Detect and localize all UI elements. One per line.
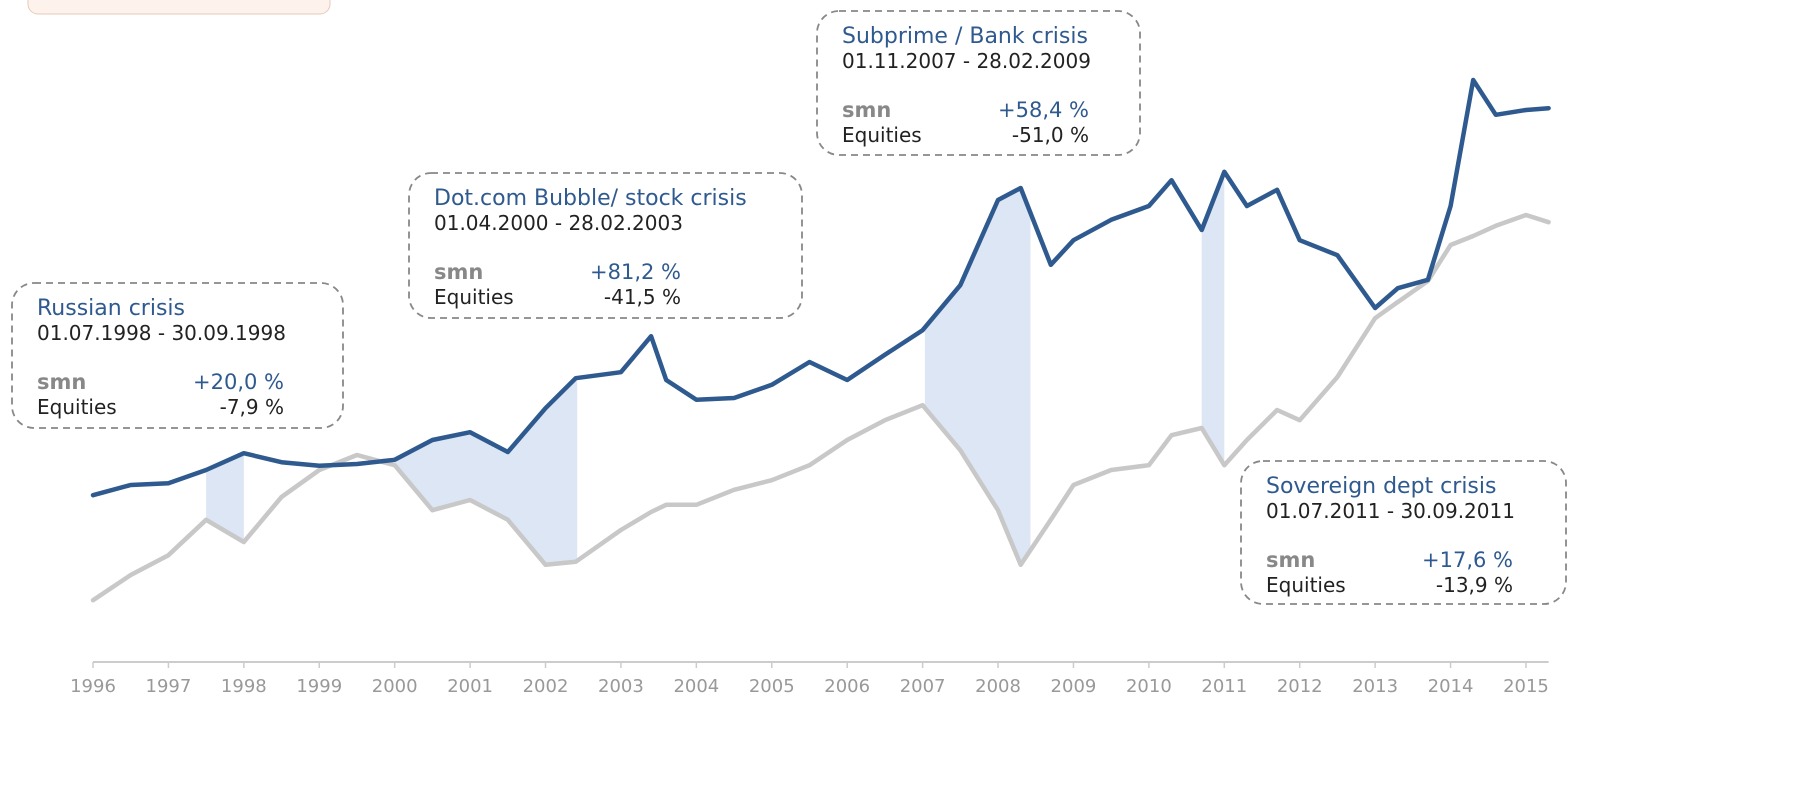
x-tick-label: 2006	[824, 676, 870, 697]
x-tick-label: 1996	[70, 676, 116, 697]
x-tick-label: 2015	[1503, 676, 1549, 697]
annotation-period: 01.07.2011 - 30.09.2011	[1266, 499, 1515, 523]
annotation-period: 01.07.1998 - 30.09.1998	[37, 321, 286, 345]
x-tick-label: 2011	[1201, 676, 1247, 697]
series-name: smn	[37, 370, 86, 394]
annotation-box	[816, 10, 1141, 156]
x-tick-label: 2013	[1352, 676, 1398, 697]
x-tick-label: 2014	[1428, 676, 1474, 697]
annotation-box	[1240, 460, 1567, 605]
smn-value: +17,6 %	[1422, 548, 1513, 572]
equities-value: -13,9 %	[1436, 573, 1513, 597]
series-name: Equities	[434, 285, 514, 309]
series-line	[90, 77, 1551, 498]
x-tick-label: 2005	[749, 676, 795, 697]
crisis-shade	[1201, 171, 1225, 466]
x-tick-label: 2001	[447, 676, 493, 697]
smn-value: +20,0 %	[193, 370, 284, 394]
annotation-period: 01.11.2007 - 28.02.2009	[842, 49, 1091, 73]
top-box	[27, 0, 331, 15]
x-tick-label: 2003	[598, 676, 644, 697]
equities-value: -41,5 %	[604, 285, 681, 309]
series-name: Equities	[1266, 573, 1346, 597]
annotation-title: Dot.com Bubble/ stock crisis	[434, 186, 747, 211]
series-name: Equities	[37, 395, 117, 419]
series-name: Equities	[842, 123, 922, 147]
annotation-title: Subprime / Bank crisis	[842, 24, 1088, 49]
x-tick-label: 2004	[673, 676, 719, 697]
crisis-shade	[924, 188, 1031, 565]
x-tick-label: 1999	[296, 676, 342, 697]
x-tick-label: 2008	[975, 676, 1021, 697]
annotation-title: Sovereign dept crisis	[1266, 474, 1496, 499]
x-tick-label: 2002	[523, 676, 569, 697]
annotation-period: 01.04.2000 - 28.02.2003	[434, 211, 683, 235]
x-tick-label: 1997	[146, 676, 192, 697]
x-tick-label: 2012	[1277, 676, 1323, 697]
x-tick-label: 2007	[900, 676, 946, 697]
series-name: smn	[842, 98, 891, 122]
annotation-box	[11, 282, 344, 429]
annotation-box	[408, 172, 803, 319]
x-tick-label: 1998	[221, 676, 267, 697]
series-name: smn	[1266, 548, 1315, 572]
x-tick-label: 2009	[1051, 676, 1097, 697]
crisis-shade	[206, 453, 244, 542]
smn-value: +81,2 %	[590, 260, 681, 284]
x-tick-label: 2000	[372, 676, 418, 697]
series-name: smn	[434, 260, 483, 284]
smn-value: +58,4 %	[998, 98, 1089, 122]
annotation-title: Russian crisis	[37, 296, 185, 321]
equities-value: -7,9 %	[220, 395, 284, 419]
x-tick-label: 2010	[1126, 676, 1172, 697]
equities-value: -51,0 %	[1012, 123, 1089, 147]
